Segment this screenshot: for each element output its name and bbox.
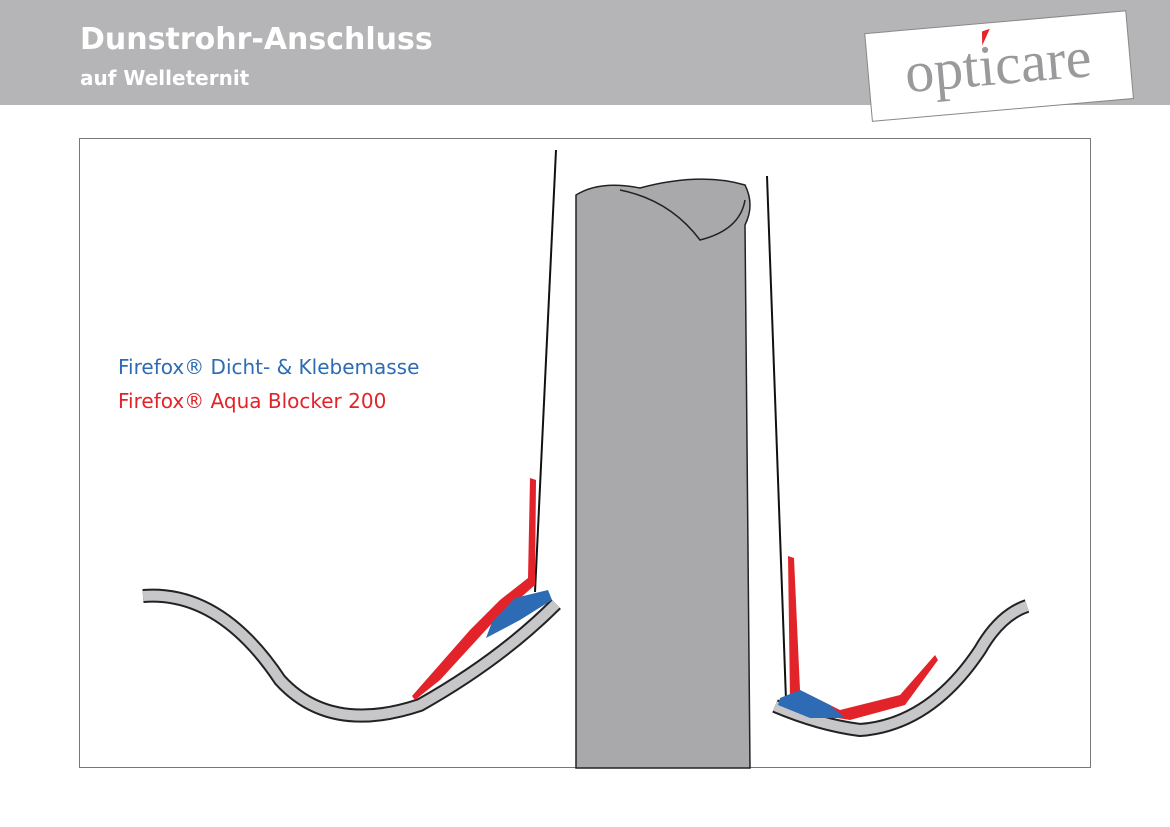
header-subtitle: auf Welleternit [80,66,250,90]
flashing-left [534,149,557,593]
header-title: Dunstrohr-Anschluss [80,22,433,57]
flashing-right [766,175,787,701]
sheet-right [773,601,1029,736]
pipe [575,178,751,769]
legend-item: Firefox® Aqua Blocker 200 [118,389,386,413]
logo-text: opticare [902,24,1094,105]
sheet-left [142,590,560,721]
logo: opticare [864,10,1134,122]
legend-item: Firefox® Dicht- & Klebemasse [118,355,419,379]
logo-card [864,10,1134,122]
sealant-right [778,690,845,718]
pipe-top [619,189,746,241]
sealant-left [486,590,552,638]
logo-accent [982,28,990,46]
